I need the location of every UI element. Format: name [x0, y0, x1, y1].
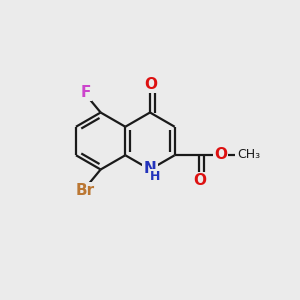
Text: O: O: [214, 147, 227, 161]
Text: H: H: [150, 169, 161, 183]
Text: CH₃: CH₃: [238, 148, 261, 161]
Text: Br: Br: [75, 183, 94, 198]
Text: N: N: [144, 161, 156, 176]
Text: O: O: [144, 77, 157, 92]
Text: O: O: [194, 173, 206, 188]
Text: F: F: [80, 85, 91, 100]
